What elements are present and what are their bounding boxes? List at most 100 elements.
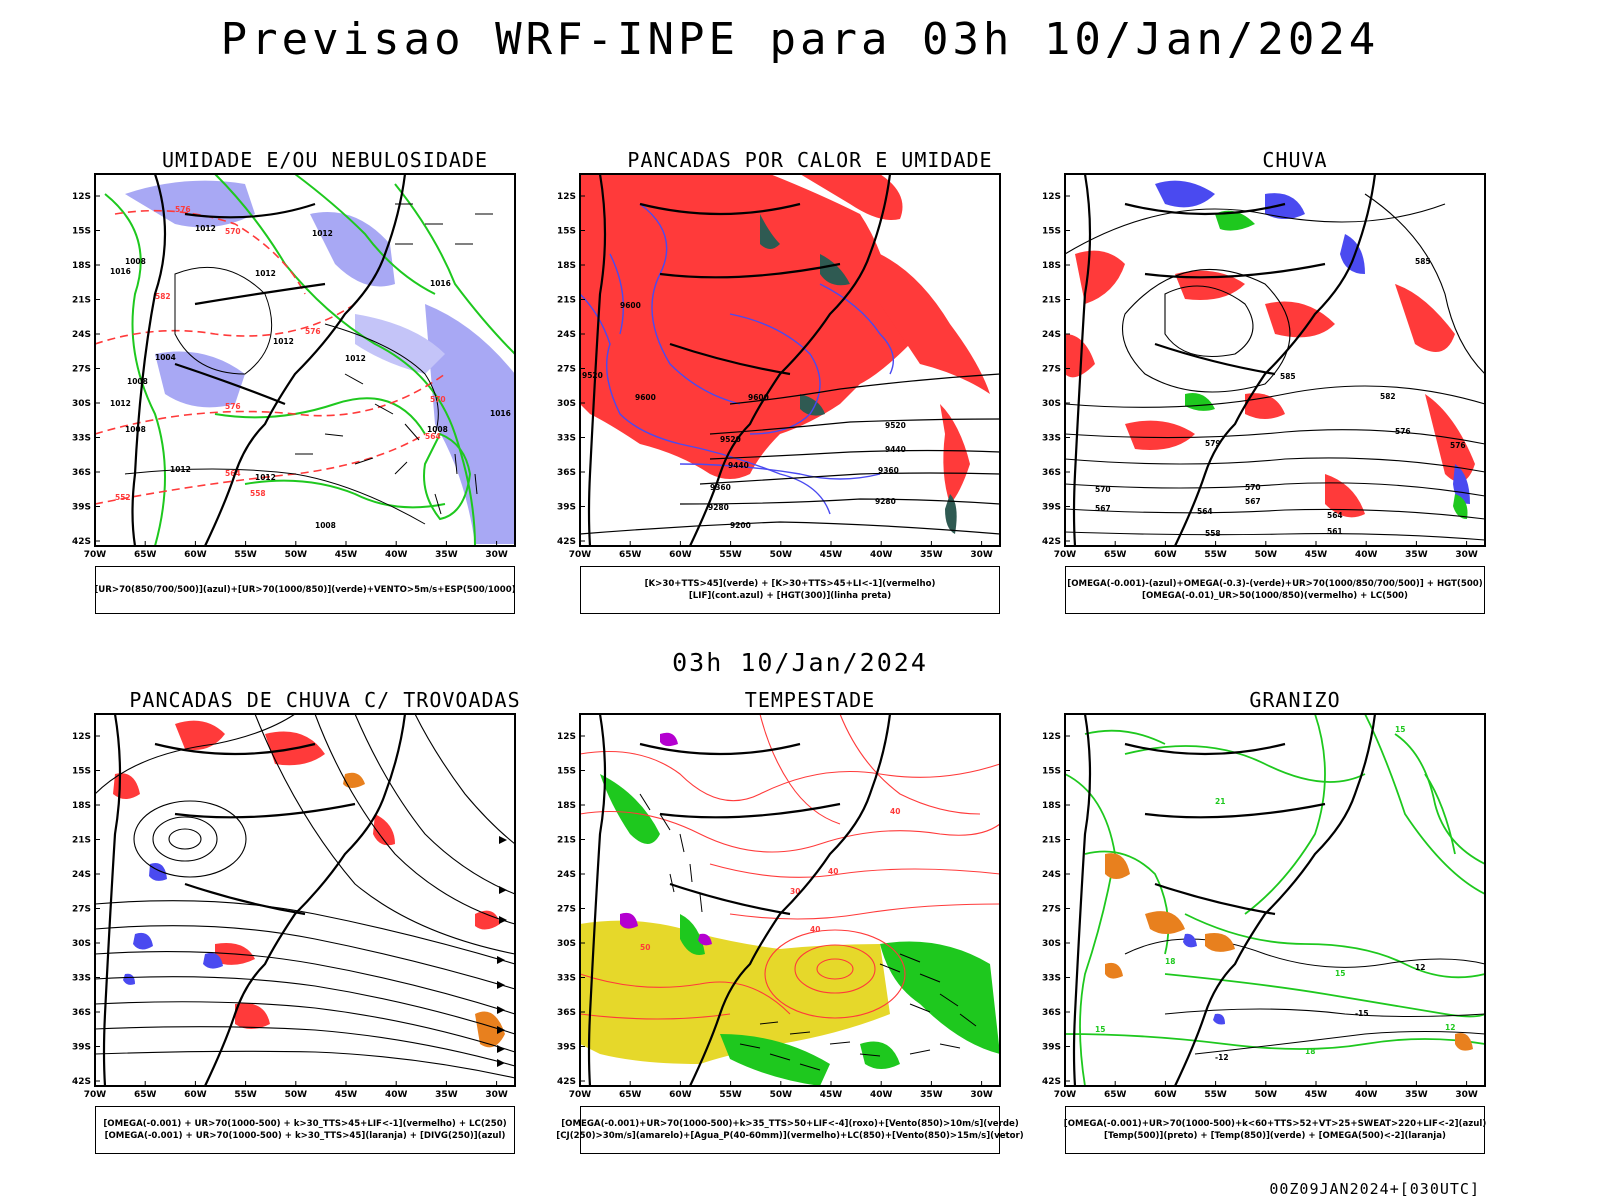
lat-tick-label: 42S xyxy=(72,1077,91,1087)
isobar-label: 1012 xyxy=(110,399,131,408)
lon-tick-label: 65W xyxy=(619,550,642,560)
temp-label: 18 xyxy=(1305,1047,1315,1056)
contour-label: 9440 xyxy=(728,461,749,470)
contour-label: 9600 xyxy=(635,393,656,402)
lat-tick-label: 12S xyxy=(1042,732,1061,742)
panel-title: CHUVA xyxy=(1262,148,1328,172)
map-pancadas-calor: 9600 9520 9600 9600 9520 9440 9360 9280 … xyxy=(557,173,1001,560)
legend-line: [K>30+TTS>45](verde) + [K>30+TTS>45+LI<-… xyxy=(644,579,936,589)
lon-tick-label: 55W xyxy=(1204,1090,1227,1100)
isobar-label: 1016 xyxy=(430,279,451,288)
temp-label: 15 xyxy=(1395,725,1405,734)
lat-tick-label: 27S xyxy=(1042,365,1061,375)
hgt-label: 561 xyxy=(1327,527,1343,536)
thickness-label: 582 xyxy=(155,292,171,301)
thickness-label: 570 xyxy=(225,227,241,236)
lon-tick-label: 55W xyxy=(719,550,742,560)
isobar-label: 1012 xyxy=(255,269,276,278)
lon-tick-label: 70W xyxy=(84,550,107,560)
lat-tick-label: 39S xyxy=(72,1043,91,1053)
lon-tick-label: 65W xyxy=(1104,1090,1127,1100)
legend-line: [OMEGA(-0.001)+UR>70(1000-500)+k<60+TTS>… xyxy=(1063,1119,1487,1129)
lat-tick-label: 30S xyxy=(72,399,91,409)
legend-line: [CJ(250)>30m/s](amarelo)+[Agua_P(40-60mm… xyxy=(556,1131,1024,1141)
run-time-footer: 00Z09JAN2024+[030UTC] xyxy=(1269,1180,1480,1198)
lon-tick-label: 65W xyxy=(619,1090,642,1100)
legend-line: [OMEGA(-0.01)_UR>50(1000/850)(vermelho) … xyxy=(1142,591,1408,601)
panel-title: TEMPESTADE xyxy=(744,688,876,712)
temp-label: -15 xyxy=(1355,1009,1369,1018)
panel-title: PANCADAS DE CHUVA C/ TROVOADAS xyxy=(129,688,521,712)
lon-tick-label: 45W xyxy=(335,1090,358,1100)
isobar-label: 1012 xyxy=(195,224,216,233)
lat-tick-label: 42S xyxy=(72,537,91,547)
panel-legend: [OMEGA(-0.001) + UR>70(1000-500) + k>30_… xyxy=(95,1106,515,1154)
lat-tick-label: 30S xyxy=(1042,399,1061,409)
isobar-label: 1016 xyxy=(110,267,131,276)
lat-tick-label: 33S xyxy=(1042,434,1061,444)
legend-line: [OMEGA(-0.001) + UR>70(1000-500) + k>30_… xyxy=(104,1131,506,1141)
lat-tick-label: 21S xyxy=(557,836,576,846)
lat-tick-label: 39S xyxy=(1042,1043,1061,1053)
panel-legend: [K>30+TTS>45](verde) + [K>30+TTS>45+LI<-… xyxy=(580,566,1000,614)
thickness-label: 570 xyxy=(430,395,446,404)
lon-tick-label: 35W xyxy=(920,550,943,560)
thickness-label: 576 xyxy=(175,205,191,214)
lon-tick-label: 60W xyxy=(669,550,692,560)
panel-title: GRANIZO xyxy=(1249,688,1341,712)
lon-tick-label: 50W xyxy=(1255,1090,1278,1100)
hgt-label: 579 xyxy=(1205,439,1221,448)
lat-tick-label: 24S xyxy=(72,330,91,340)
lat-tick-label: 27S xyxy=(1042,905,1061,915)
lon-tick-label: 40W xyxy=(385,550,408,560)
isobar-label: 1008 xyxy=(427,425,448,434)
lat-tick-label: 33S xyxy=(1042,974,1061,984)
lat-tick-label: 21S xyxy=(1042,836,1061,846)
lon-tick-label: 45W xyxy=(1305,550,1328,560)
isobar-label: 1012 xyxy=(170,465,191,474)
lat-tick-label: 18S xyxy=(72,801,91,811)
isobar-label: 1008 xyxy=(125,257,146,266)
hgt-label: 585 xyxy=(1415,257,1431,266)
lon-tick-label: 45W xyxy=(1305,1090,1328,1100)
hgt-label: 576 xyxy=(1395,427,1411,436)
lat-tick-label: 15S xyxy=(557,227,576,237)
lat-tick-label: 42S xyxy=(1042,1077,1061,1087)
lat-tick-label: 36S xyxy=(72,1008,91,1018)
temp-label: 21 xyxy=(1215,797,1225,806)
coastline xyxy=(1072,173,1377,547)
contour-label: 9520 xyxy=(885,421,906,430)
isobar-label: 1012 xyxy=(345,354,366,363)
coastline xyxy=(587,713,892,1087)
lc-label: 40 xyxy=(810,925,820,934)
lon-tick-label: 70W xyxy=(1054,1090,1077,1100)
panel-granizo: GRANIZO xyxy=(1042,688,1545,1188)
contour-label: 9200 xyxy=(730,521,751,530)
isobar-label: 1008 xyxy=(315,521,336,530)
lat-tick-label: 27S xyxy=(557,905,576,915)
lon-tick-label: 55W xyxy=(719,1090,742,1100)
legend-line: [OMEGA(-0.001) + UR>70(1000-500) + k>30_… xyxy=(103,1119,507,1129)
thickness-label: 564 xyxy=(225,469,241,478)
lat-tick-label: 27S xyxy=(72,365,91,375)
lat-tick-label: 15S xyxy=(72,767,91,777)
contour-label: 9520 xyxy=(582,371,603,380)
lon-tick-label: 30W xyxy=(1455,1090,1478,1100)
thickness-label: 576 xyxy=(305,327,321,336)
panel-legend: [OMEGA(-0.001)+UR>70(1000-500)+k<60+TTS>… xyxy=(1063,1106,1487,1154)
lat-tick-label: 24S xyxy=(1042,330,1061,340)
lon-tick-label: 30W xyxy=(1455,550,1478,560)
lon-tick-label: 40W xyxy=(1355,1090,1378,1100)
isobar-label: 1008 xyxy=(127,377,148,386)
lon-tick-label: 35W xyxy=(435,1090,458,1100)
contour-label: 9600 xyxy=(620,301,641,310)
panel-legend: [OMEGA(-0.001)+UR>70(1000-500)+k>35_TTS>… xyxy=(556,1106,1024,1154)
forecast-time-title: 03h 10/Jan/2024 xyxy=(672,648,928,677)
lat-tick-label: 36S xyxy=(557,1008,576,1018)
lon-tick-label: 30W xyxy=(485,550,508,560)
temp-label: 15 xyxy=(1335,969,1345,978)
lon-tick-label: 60W xyxy=(1154,550,1177,560)
contour-label: 9280 xyxy=(708,503,729,512)
hgt-label: 564 xyxy=(1197,507,1213,516)
map-umidade: 1012 1012 1008 1016 1012 1016 1004 1008 … xyxy=(72,173,516,560)
